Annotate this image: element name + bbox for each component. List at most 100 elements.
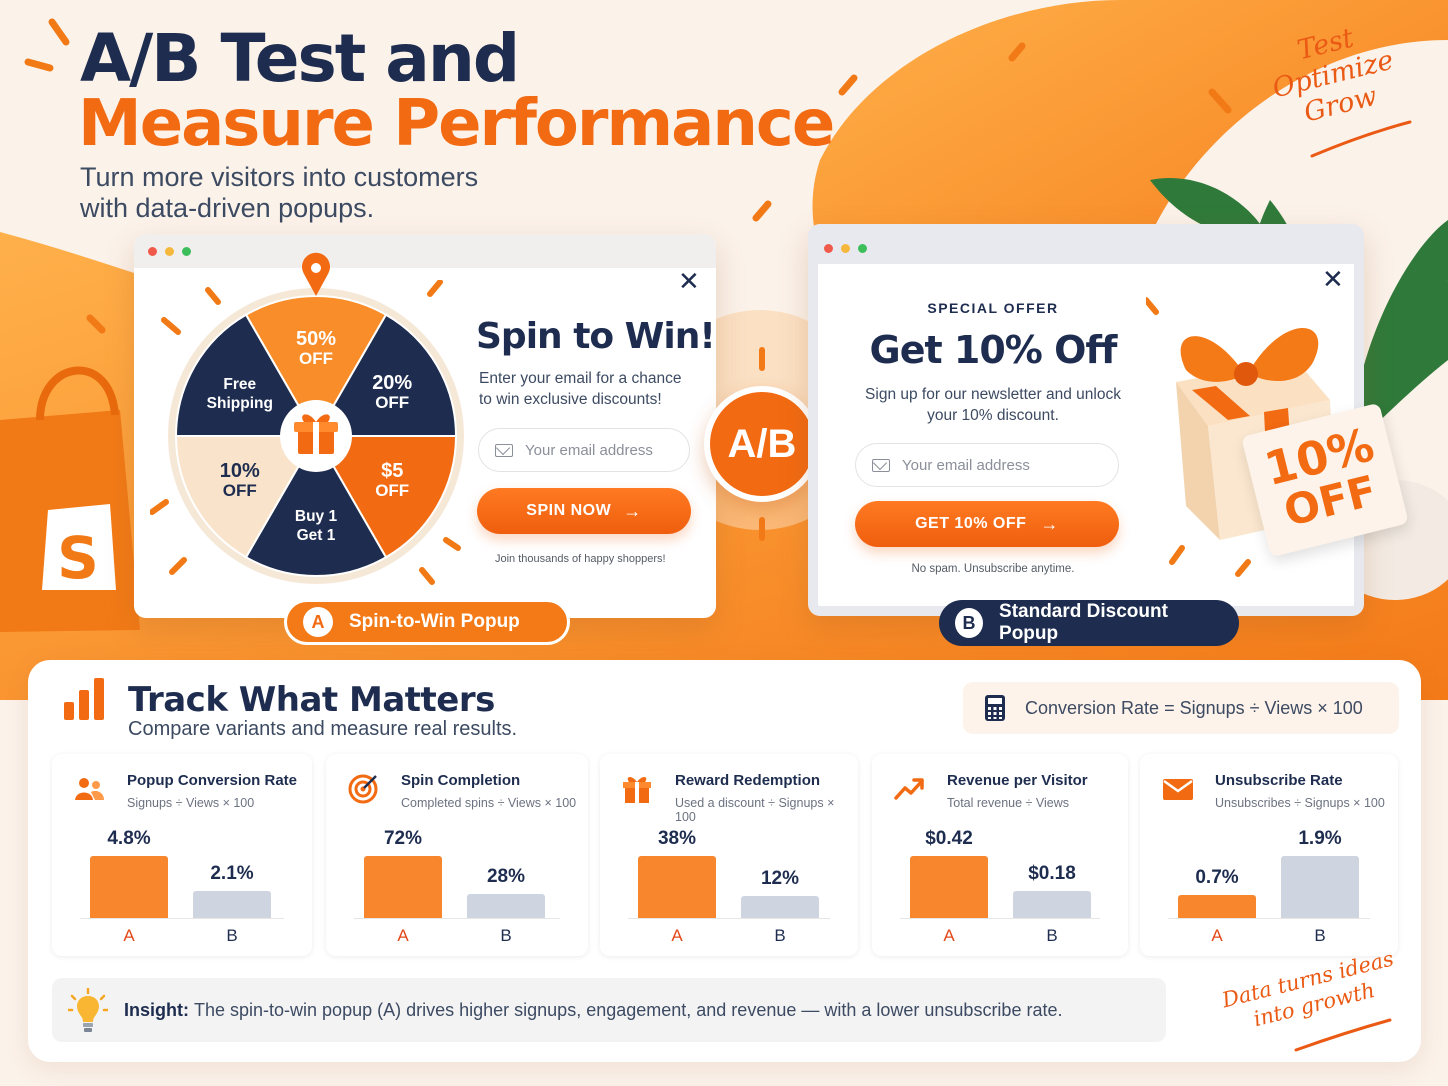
bar-variant-b	[193, 890, 271, 918]
popup-b-titlebar	[818, 224, 1354, 264]
window-dot-green	[858, 244, 867, 253]
bar-value-label-a: $0.42	[925, 828, 973, 849]
metrics-title: Track What Matters	[128, 680, 495, 720]
window-dot-red	[148, 247, 157, 256]
popup-b-close-icon[interactable]: ✕	[1322, 264, 1344, 294]
popup-b-footnote: No spam. Unsubscribe anytime.	[911, 563, 1075, 575]
popup-b-eyebrow: SPECIAL OFFER	[927, 300, 1059, 316]
popup-a-description-line-1: Enter your email for a chance	[479, 370, 682, 387]
variant-b-label: Standard Discount Popup	[999, 601, 1168, 644]
popup-b-window: ✕ SPECIAL OFFER Get 10% Off Sign up for …	[808, 224, 1364, 616]
popup-a-email-field[interactable]	[478, 428, 690, 472]
wheel-pointer-icon	[302, 252, 330, 296]
wheel-segment-label: Shipping	[207, 395, 273, 412]
variant-a-label: Spin-to-Win Popup	[349, 611, 520, 632]
metric-card-formula: Completed spins ÷ Views × 100	[401, 796, 577, 810]
get-10-off-label: GET 10% OFF	[915, 515, 1027, 532]
wheel-segment-label: Buy 1	[295, 508, 338, 525]
wheel-segment-label: OFF	[375, 393, 409, 412]
popup-a-window: ✕ 50% OFF 20% OFF $5 OFF Buy 1 Get 1 10% OFF Free S…	[134, 234, 716, 618]
window-dot-yellow	[165, 247, 174, 256]
bar-variant-b	[741, 896, 819, 918]
axis-label-a: A	[671, 926, 683, 945]
metric-card-title: Reward Redemption	[675, 772, 821, 789]
axis-label-a: A	[123, 926, 135, 945]
popup-b-description-line-1: Sign up for our newsletter and unlock	[865, 386, 1121, 403]
popup-a-description: Enter your email for a chance to win exc…	[479, 368, 681, 410]
popup-a-email-input[interactable]	[525, 441, 675, 459]
metric-card: Unsubscribe Rate Unsubscribes ÷ Signups ×…	[1140, 754, 1398, 956]
hero-subtitle-line-1: Turn more visitors into customers	[80, 162, 479, 192]
variant-a-pill[interactable]: A Spin-to-Win Popup	[284, 599, 570, 645]
bar-value-label-a: 72%	[383, 828, 423, 849]
popup-a-close-icon[interactable]: ✕	[678, 266, 700, 296]
variant-b-badge: B	[955, 608, 984, 638]
hero-title-line-2: Measure Performance	[78, 87, 835, 161]
arrow-right-icon: →	[1040, 513, 1059, 534]
wheel-segment-label: Get 1	[297, 527, 336, 544]
popup-b-email-field[interactable]	[855, 443, 1119, 487]
axis-label-b: B	[226, 926, 238, 945]
axis-label-a: A	[943, 926, 955, 945]
bar-variant-a	[90, 856, 168, 918]
users-icon	[75, 778, 104, 800]
wheel-segment	[244, 433, 388, 577]
bar-value-label-a: 0.7%	[1195, 867, 1239, 889]
gift-icon	[623, 777, 651, 803]
bar-variant-b	[1013, 891, 1091, 918]
wheel-segment	[314, 313, 458, 437]
bar-variant-a	[1178, 895, 1256, 918]
envelope-icon	[1163, 779, 1193, 800]
popup-b-email-input[interactable]	[902, 456, 1052, 474]
metric-card-formula: Used a discount ÷ Signups × 100	[675, 796, 835, 824]
tagline-underline	[1310, 120, 1412, 158]
popup-b-description-line-2: your 10% discount.	[927, 407, 1059, 424]
wheel-segment-label: OFF	[299, 349, 333, 368]
arrow-right-icon: →	[623, 500, 642, 521]
variant-a-badge: A	[303, 607, 333, 637]
window-dot-green	[182, 247, 191, 256]
bar-variant-b	[1281, 856, 1359, 918]
bar-value-label-a: 4.8%	[107, 828, 151, 849]
metric-card-baseline	[354, 918, 560, 919]
bar-value-label-b: 12%	[760, 868, 800, 889]
popup-b-description: Sign up for our newsletter and unlock yo…	[818, 384, 1168, 426]
mail-icon	[495, 443, 513, 457]
metric-card: Spin Completion Completed spins ÷ Views ×…	[326, 754, 588, 956]
calculator-icon	[985, 695, 1005, 721]
metric-card-baseline	[900, 918, 1100, 919]
hero-subtitle-line-2: with data-driven popups.	[80, 193, 375, 223]
wheel-segment-label: Free	[223, 376, 256, 393]
conversion-formula-text: Conversion Rate = Signups ÷ Views × 100	[1025, 697, 1363, 718]
metric-card-baseline	[80, 918, 284, 919]
get-10-off-button[interactable]: GET 10% OFF →	[855, 501, 1119, 547]
metric-card-title: Unsubscribe Rate	[1215, 772, 1343, 789]
wheel-segment	[174, 313, 318, 437]
wheel-segment-label: OFF	[223, 481, 257, 500]
confetti-decoration	[150, 280, 461, 585]
axis-label-b: B	[1314, 926, 1326, 945]
axis-label-a: A	[397, 926, 409, 945]
metric-card-title: Revenue per Visitor	[947, 772, 1088, 789]
insight-text: The spin-to-win popup (A) drives higher …	[194, 999, 1063, 1020]
spin-now-label: SPIN NOW	[526, 502, 612, 519]
wheel-center-gift-icon	[294, 414, 338, 454]
bar-value-label-b: 2.1%	[210, 862, 254, 884]
bar-variant-b	[467, 893, 545, 918]
ab-connector	[759, 347, 765, 541]
axis-label-b: B	[1046, 926, 1058, 945]
popup-b-heading: Get 10% Off	[869, 328, 1118, 372]
variant-b-pill[interactable]: B Standard Discount Popup	[939, 600, 1239, 646]
bar-value-label-a: 38%	[657, 828, 697, 849]
conversion-formula: Conversion Rate = Signups ÷ Views × 100	[963, 682, 1399, 734]
bar-variant-a	[910, 856, 988, 918]
axis-label-a: A	[1211, 926, 1223, 945]
metric-card-baseline	[1168, 918, 1370, 919]
bar-value-label-b: 28%	[486, 865, 526, 887]
spin-now-button[interactable]: SPIN NOW →	[477, 488, 691, 534]
metric-card-formula: Signups ÷ Views × 100	[127, 796, 255, 810]
wheel-segment-label: 50%	[296, 328, 336, 350]
bar-variant-a	[364, 856, 442, 918]
axis-label-b: B	[500, 926, 512, 945]
